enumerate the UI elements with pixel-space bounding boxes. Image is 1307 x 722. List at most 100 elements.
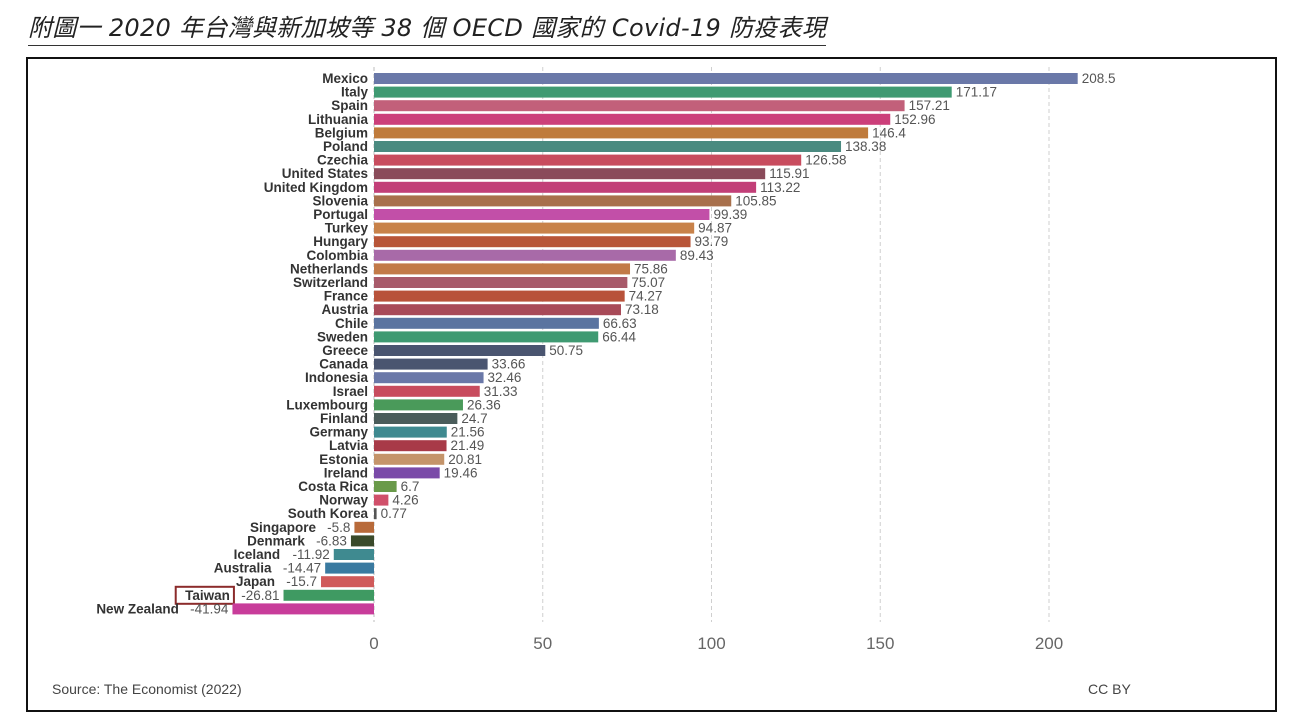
category-label: Turkey [325, 221, 369, 236]
chart-frame: 0 50 100 150 200 Mexico 208.5 Italy 171.17 Spain 1… [26, 57, 1277, 712]
bar [374, 222, 695, 234]
bar [283, 589, 374, 601]
bar [374, 168, 766, 180]
x-tick-label: 50 [533, 634, 552, 653]
category-label: Mexico [322, 71, 368, 86]
bar [374, 127, 869, 139]
category-label: Australia [214, 561, 272, 576]
bar [374, 426, 447, 438]
category-label: Iceland [234, 547, 281, 562]
figure-caption: 附圖一 2020 年台灣與新加坡等 38 個 OECD 國家的 Covid-19… [28, 8, 827, 46]
bar [374, 331, 599, 343]
category-label: Denmark [247, 533, 305, 548]
value-label: 26.36 [467, 397, 501, 412]
value-label: -11.92 [292, 547, 329, 562]
category-label: Belgium [315, 125, 368, 140]
category-label: United States [282, 166, 368, 181]
value-label: 157.21 [909, 98, 950, 113]
bar [374, 481, 397, 492]
value-label: 19.46 [444, 465, 478, 480]
license-label: CC BY [1088, 681, 1131, 697]
bar [374, 304, 621, 316]
bar [333, 549, 374, 560]
bar [325, 562, 374, 574]
category-label: Netherlands [290, 261, 368, 276]
bar [374, 508, 377, 520]
value-label: 73.18 [625, 302, 659, 317]
bar [374, 277, 628, 288]
value-label: 66.44 [602, 329, 636, 344]
bar [374, 209, 710, 220]
bar [232, 603, 374, 615]
category-label: Czechia [317, 153, 369, 168]
category-label: Latvia [329, 438, 369, 453]
bar [374, 86, 952, 98]
bar-chart: 0 50 100 150 200 Mexico 208.5 Italy 171.17 Spain 1… [96, 67, 1116, 653]
value-label: -5.8 [327, 520, 350, 535]
value-label: 31.33 [484, 384, 518, 399]
bar [374, 263, 631, 275]
value-label: -41.94 [190, 601, 229, 616]
bar [374, 73, 1078, 84]
category-label: Chile [335, 316, 368, 331]
value-label: 126.58 [805, 153, 846, 168]
category-label: Colombia [306, 248, 368, 263]
value-label: -6.83 [316, 533, 347, 548]
bar [374, 195, 732, 207]
source-note: Source: The Economist (2022) [52, 681, 242, 697]
category-label: Lithuania [308, 112, 368, 127]
value-label: 113.22 [760, 180, 800, 195]
bar [374, 345, 546, 356]
bar [374, 440, 447, 452]
value-label: 20.81 [448, 452, 482, 467]
category-label: Norway [319, 493, 368, 508]
value-label: 0.77 [381, 506, 407, 521]
category-label: Germany [309, 425, 368, 440]
value-label: -14.47 [283, 561, 321, 576]
value-label: 208.5 [1082, 71, 1116, 86]
value-label: 74.27 [629, 289, 663, 304]
bar [374, 113, 891, 125]
value-label: 21.56 [451, 425, 485, 440]
category-label: Singapore [250, 520, 317, 535]
value-label: -26.81 [241, 588, 279, 603]
value-label: 32.46 [488, 370, 522, 385]
value-label: 6.7 [401, 479, 420, 494]
value-label: 24.7 [461, 411, 487, 426]
category-label: Luxembourg [286, 397, 368, 412]
bar [374, 385, 480, 397]
x-tick-label: 0 [369, 634, 378, 653]
bar [374, 249, 676, 261]
bar [374, 453, 445, 465]
value-label: 138.38 [845, 139, 886, 154]
value-label: 21.49 [451, 438, 485, 453]
bar [374, 181, 757, 193]
category-label: Slovenia [312, 193, 368, 208]
bar [374, 317, 599, 329]
category-label: Italy [341, 85, 369, 100]
value-label: -15.7 [286, 574, 317, 589]
bar [374, 494, 389, 506]
x-tick-label: 100 [697, 634, 725, 653]
category-label: South Korea [288, 506, 369, 521]
value-label: 99.39 [713, 207, 747, 222]
value-label: 75.86 [634, 261, 668, 276]
bar [321, 576, 374, 588]
value-label: 66.63 [603, 316, 637, 331]
x-tick-label: 150 [866, 634, 894, 653]
category-label: Portugal [313, 207, 368, 222]
bar [374, 100, 905, 112]
value-label: 171.17 [956, 85, 997, 100]
category-label: United Kingdom [264, 180, 368, 195]
bar [374, 290, 625, 302]
category-label: Costa Rica [298, 479, 368, 494]
category-label: Japan [236, 574, 275, 589]
value-label: 75.07 [631, 275, 665, 290]
value-label: 4.26 [392, 493, 418, 508]
value-label: 89.43 [680, 248, 714, 263]
bar [374, 141, 842, 152]
category-label: Ireland [324, 465, 368, 480]
value-label: 93.79 [695, 234, 729, 249]
bar [374, 236, 691, 248]
value-label: 152.96 [894, 112, 935, 127]
